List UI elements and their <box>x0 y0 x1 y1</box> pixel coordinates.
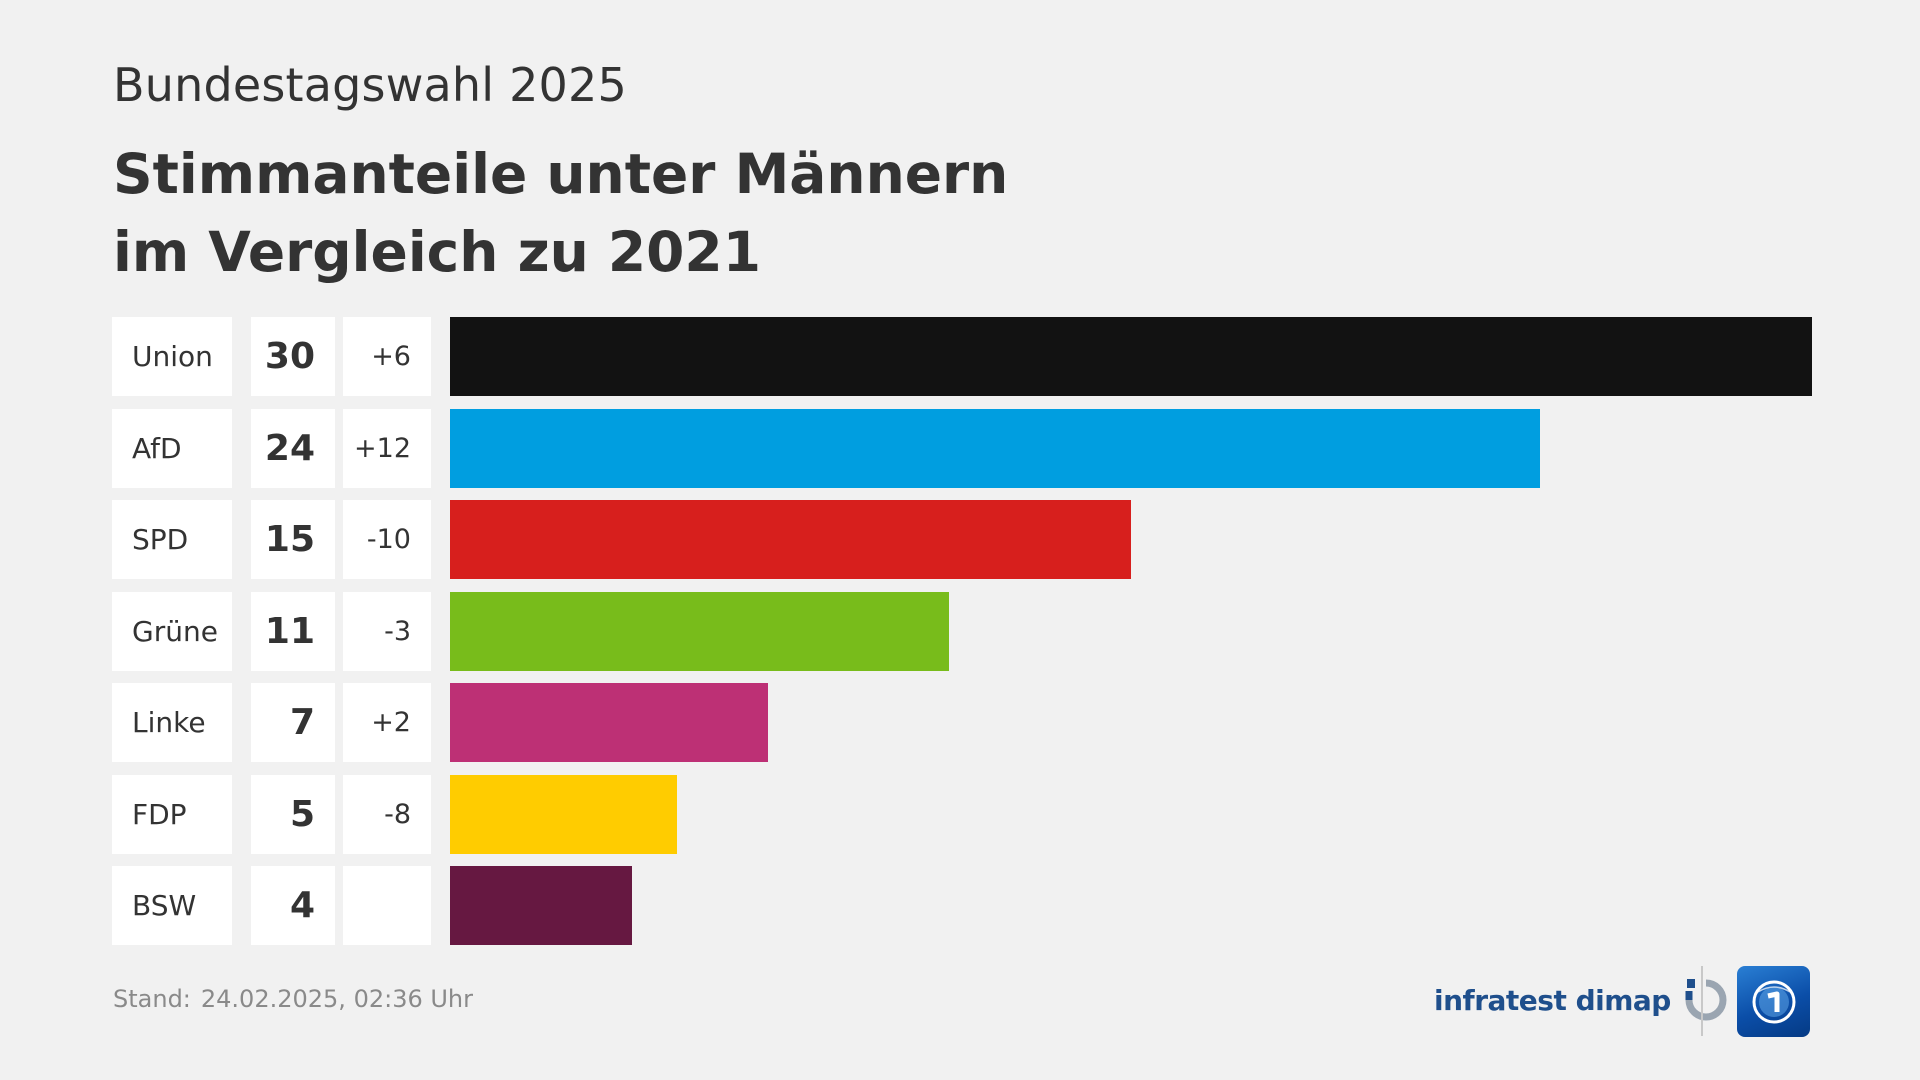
vote-share-label: 11 <box>251 591 335 671</box>
vote-share-label: 4 <box>251 866 335 945</box>
change-label: +2 <box>343 683 431 762</box>
bar-track <box>450 500 1812 579</box>
timestamp-label: Stand: <box>113 985 191 1013</box>
chart-row: SPD 15 -10 <box>112 500 1812 579</box>
party-label: Grüne <box>112 591 232 671</box>
change-label: -10 <box>343 500 431 579</box>
chart-row: Grüne 11 -3 <box>112 591 1812 671</box>
chart-row: FDP 5 -8 <box>112 774 1812 854</box>
bar <box>450 774 677 854</box>
change-label: +6 <box>343 317 431 396</box>
timestamp-value: 24.02.2025, 02:36 Uhr <box>200 985 473 1013</box>
chart-title-line-2: im Vergleich zu 2021 <box>113 220 761 284</box>
vote-share-label: 5 <box>251 774 335 854</box>
chart-row: BSW 4 <box>112 866 1812 945</box>
vote-share-label: 7 <box>251 683 335 762</box>
bar <box>450 317 1812 396</box>
infratest-dimap-logo-icon <box>1685 979 1727 1021</box>
bar-track <box>450 591 1812 671</box>
change-label: -8 <box>343 774 431 854</box>
change-label: +12 <box>343 408 431 488</box>
vote-share-label: 30 <box>251 317 335 396</box>
bar-track <box>450 408 1812 488</box>
bar-track <box>450 317 1812 396</box>
bar-track <box>450 683 1812 762</box>
bar <box>450 408 1540 488</box>
chart-title-line-1: Stimmanteile unter Männern <box>113 142 1009 206</box>
bar <box>450 591 950 671</box>
party-label: FDP <box>112 774 232 854</box>
timestamp: Stand: 24.02.2025, 02:36 Uhr <box>113 985 473 1013</box>
party-label: AfD <box>112 408 232 488</box>
chart-title: Stimmanteile unter Männern im Vergleich … <box>113 135 1008 291</box>
bar <box>450 683 768 762</box>
vote-share-label: 15 <box>251 500 335 579</box>
chart-row: AfD 24 +12 <box>112 408 1812 488</box>
party-label: Linke <box>112 683 232 762</box>
party-label: Union <box>112 317 232 396</box>
change-label: -3 <box>343 591 431 671</box>
logo-divider <box>1701 966 1703 1036</box>
tagesschau-globe-logo-icon <box>1752 980 1795 1023</box>
vote-share-label: 24 <box>251 408 335 488</box>
bar <box>450 500 1131 579</box>
tagesschau-logo <box>1737 966 1810 1037</box>
bar-track <box>450 866 1812 945</box>
chart-kicker: Bundestagswahl 2025 <box>113 58 627 112</box>
change-label <box>343 866 431 945</box>
party-label: SPD <box>112 500 232 579</box>
chart-row: Linke 7 +2 <box>112 683 1812 762</box>
bar-chart: Union 30 +6 AfD 24 +12 SPD 15 -10 Grüne 11 -3 Linke 7… <box>112 317 1812 945</box>
party-label: BSW <box>112 866 232 945</box>
infratest-dimap-logo: infratest dimap <box>1434 975 1729 1025</box>
chart-row: Union 30 +6 <box>112 317 1812 396</box>
bar <box>450 866 632 945</box>
bar-track <box>450 774 1812 854</box>
source-label: infratest dimap <box>1434 983 1671 1017</box>
